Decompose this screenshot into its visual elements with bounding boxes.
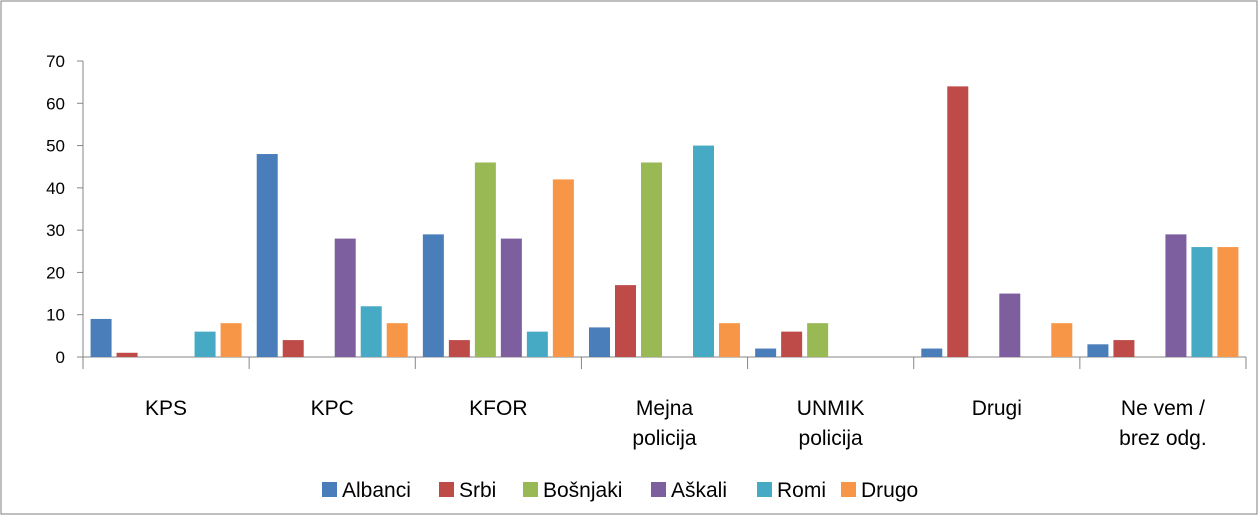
bar: [116, 352, 138, 357]
bar: [589, 327, 610, 357]
y-tick-label: 30: [46, 221, 65, 240]
x-tick-label: Ne vem / brez odg.: [1119, 397, 1207, 450]
y-tick-label: 40: [46, 179, 65, 198]
y-tick-label: 20: [46, 263, 65, 282]
bar: [719, 323, 740, 357]
y-tick-label: 70: [46, 52, 65, 71]
bar: [755, 348, 777, 357]
legend-swatch: [757, 482, 772, 497]
x-tick-label: KFOR: [469, 397, 527, 420]
bar: [999, 293, 1021, 357]
bar: [256, 154, 278, 357]
bar: [1087, 344, 1109, 357]
bar: [448, 340, 470, 357]
legend-swatch: [841, 482, 856, 497]
bar: [526, 331, 548, 357]
bar: [947, 86, 969, 357]
bar: [641, 162, 662, 357]
legend-label: Aškali: [671, 479, 727, 502]
bar: [615, 285, 636, 357]
legend-label: Bošnjaki: [543, 479, 622, 502]
bar: [282, 340, 304, 357]
legend-swatch: [322, 482, 337, 497]
legend-label: Albanci: [342, 479, 411, 502]
x-tick-label: Mejna policija: [632, 397, 697, 450]
bar: [1217, 247, 1239, 357]
bar: [334, 238, 356, 357]
bar: [781, 331, 803, 357]
bar: [194, 331, 216, 357]
bar: [360, 306, 382, 357]
bar: [474, 162, 496, 357]
legend-swatch: [523, 482, 538, 497]
bar: [1191, 247, 1213, 357]
bar: [807, 323, 829, 357]
legend-label: Srbi: [459, 479, 496, 502]
x-tick-label: KPC: [311, 397, 354, 420]
y-tick-label: 50: [46, 137, 65, 156]
bar: [1165, 234, 1187, 357]
bar: [500, 238, 522, 357]
legend-label: Romi: [777, 479, 826, 502]
x-tick-label: KPS: [145, 397, 187, 420]
bar: [1051, 323, 1073, 357]
bar: [386, 323, 408, 357]
y-tick-label: 60: [46, 94, 65, 113]
x-tick-label: UNMIK policija: [797, 397, 865, 450]
bar: [90, 318, 112, 357]
bar: [422, 234, 444, 357]
x-tick-label: Drugi: [972, 397, 1022, 420]
legend-swatch: [439, 482, 454, 497]
bar: [1113, 340, 1135, 357]
y-tick-label: 10: [46, 306, 65, 325]
bar: [921, 348, 943, 357]
bar: [220, 323, 242, 357]
legend-label: Drugo: [861, 479, 918, 502]
legend-swatch: [651, 482, 666, 497]
bar: [693, 145, 714, 357]
bar: [552, 179, 574, 357]
y-tick-label: 0: [56, 348, 65, 367]
